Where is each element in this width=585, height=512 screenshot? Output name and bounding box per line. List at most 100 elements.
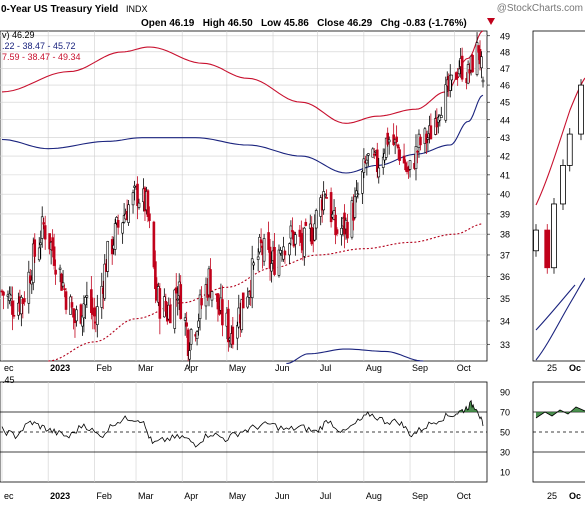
- secondary-candle-body: [567, 134, 572, 165]
- ohlc-readout: Open 46.19 High 46.50 Low 45.86 Close 46…: [141, 18, 467, 29]
- candle-body: [83, 304, 85, 318]
- candle-body: [367, 154, 369, 156]
- indicator-y-tick-label: 50: [500, 428, 510, 438]
- price-x-tick-label: ec: [4, 363, 14, 373]
- candle-body: [403, 156, 405, 163]
- secondary-candle-body: [534, 230, 539, 251]
- price-x-tick-label: 2023: [50, 363, 70, 373]
- candle-body: [378, 168, 380, 177]
- indicator-x-tick-label: Aug: [366, 491, 382, 501]
- indicator-value-label: .45: [2, 375, 15, 385]
- candle-body: [336, 230, 338, 234]
- price-y-tick-label: 47: [500, 64, 510, 74]
- candle-body: [198, 321, 200, 327]
- candle-body: [419, 137, 421, 145]
- candle-body: [65, 292, 67, 310]
- price-y-tick-label: 34: [500, 316, 510, 326]
- indicator-y-tick-label: 30: [500, 448, 510, 458]
- candle-body: [274, 247, 276, 274]
- candle-body: [96, 307, 98, 325]
- price-y-tick-label: 45: [500, 98, 510, 108]
- candle-body: [323, 191, 325, 209]
- indicator-x-tick-label: 2023: [50, 491, 70, 501]
- candle-body: [461, 56, 463, 79]
- candle-body: [122, 223, 124, 233]
- candle-body: [184, 318, 186, 321]
- secondary-x-tick-label: Oc: [569, 363, 581, 373]
- candle-body: [71, 302, 73, 307]
- candle-body: [361, 171, 363, 193]
- candle-body: [263, 238, 265, 261]
- candle-body: [38, 248, 40, 260]
- candle-body: [305, 222, 307, 225]
- indicator-x-tick-label: Jun: [275, 491, 290, 501]
- candle-body: [11, 301, 13, 314]
- candle-body: [311, 227, 313, 243]
- candle-body: [84, 297, 86, 304]
- price-y-tick-label: 43: [500, 133, 510, 143]
- candle-body: [41, 217, 43, 239]
- candle-body: [93, 308, 95, 316]
- indicator-x-tick-label: Oct: [457, 491, 472, 501]
- secondary-candle-body: [552, 204, 557, 268]
- candle-body: [23, 299, 25, 302]
- candle-body: [279, 250, 281, 253]
- candle-body: [132, 193, 134, 205]
- candle-body: [472, 55, 474, 72]
- price-x-tick-label: Jun: [275, 363, 290, 373]
- candle-body: [440, 115, 442, 117]
- candle-body: [148, 214, 150, 221]
- candle-body: [180, 284, 182, 318]
- candle-body: [315, 210, 317, 228]
- price-y-tick-label: 46: [500, 81, 510, 91]
- candle-body: [481, 57, 483, 68]
- candle-body: [177, 299, 179, 300]
- secondary-x-tick-label: 25: [547, 363, 557, 373]
- price-x-tick-label: Aug: [366, 363, 382, 373]
- candle-body: [169, 305, 171, 323]
- candle-body: [114, 224, 116, 250]
- candle-body: [458, 69, 460, 74]
- candle-body: [86, 296, 88, 298]
- indicator-y-tick-label: 70: [500, 408, 510, 418]
- secondary-candle-body: [545, 230, 550, 268]
- candle-body: [363, 159, 365, 173]
- price-y-tick-label: 38: [500, 230, 510, 240]
- candle-body: [53, 247, 55, 266]
- candle-body: [354, 197, 356, 218]
- price-y-tick-label: 48: [500, 47, 510, 57]
- candle-body: [90, 290, 92, 313]
- candle-body: [455, 73, 457, 80]
- candle-body: [186, 323, 188, 327]
- exchange-label: INDX: [126, 4, 148, 14]
- candle-body: [137, 184, 139, 206]
- secondary-candle-body: [579, 85, 584, 134]
- candle-body: [13, 315, 15, 316]
- price-y-tick-label: 36: [500, 272, 510, 282]
- candle-body: [59, 268, 61, 269]
- candle-body: [61, 274, 63, 290]
- price-x-tick-label: May: [229, 363, 247, 373]
- candle-body: [221, 299, 223, 325]
- candle-body: [44, 226, 46, 240]
- candle-body: [445, 85, 447, 121]
- legend-price-line: v) 46.29: [2, 30, 35, 40]
- candle-body: [247, 297, 249, 307]
- price-x-tick-label: Sep: [412, 363, 428, 373]
- candle-body: [174, 290, 176, 328]
- candle-body: [165, 301, 167, 311]
- candle-body: [409, 161, 411, 170]
- price-x-tick-label: Apr: [184, 363, 198, 373]
- candle-body: [253, 263, 255, 265]
- candle-body: [260, 240, 262, 243]
- price-x-tick-label: Mar: [138, 363, 154, 373]
- candle-body: [396, 137, 398, 142]
- candle-body: [294, 235, 296, 244]
- price-x-tick-label: Oct: [457, 363, 472, 373]
